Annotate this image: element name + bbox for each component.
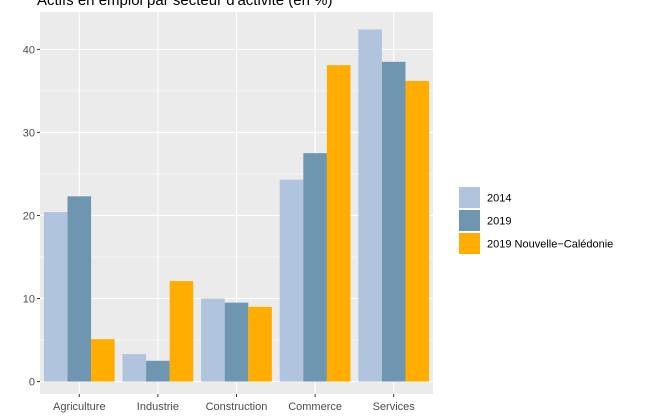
x-tick-label: Commerce	[288, 401, 342, 413]
legend: 2014 2019 2019 Nouvelle−Calédonie	[459, 187, 613, 254]
bar	[381, 61, 406, 382]
y-tick-label: 20	[23, 210, 35, 222]
legend-key	[459, 187, 480, 208]
y-axis: 0 10 20 30 40	[23, 44, 40, 389]
y-tick-label: 10	[23, 294, 35, 306]
x-tick-label: Industrie	[137, 401, 179, 413]
bar	[43, 212, 68, 382]
y-tick-label: 40	[23, 44, 35, 56]
legend-label: 2014	[487, 193, 511, 205]
y-tick-label: 0	[29, 377, 35, 389]
x-tick-label: Construction	[206, 401, 268, 413]
x-tick-label: Agriculture	[53, 401, 106, 413]
bar	[224, 302, 249, 382]
bar	[248, 306, 272, 382]
bar	[303, 153, 327, 382]
legend-key	[459, 233, 480, 254]
bar	[279, 179, 304, 382]
bar	[326, 65, 351, 382]
chart-title: Actifs en emploi par secteur d'activité …	[37, 0, 333, 9]
bar	[201, 298, 225, 382]
bars	[43, 29, 430, 382]
bar	[358, 29, 382, 382]
x-axis: Agriculture Industrie Construction Commerce…	[53, 394, 415, 413]
y-tick-label: 30	[23, 127, 35, 139]
bar	[91, 339, 115, 382]
bar	[67, 196, 92, 382]
bar	[146, 360, 170, 382]
bar	[122, 354, 147, 382]
legend-key	[459, 210, 480, 231]
bar	[405, 80, 430, 382]
bar	[169, 281, 194, 382]
legend-label: 2019 Nouvelle−Calédonie	[487, 239, 613, 251]
x-tick-label: Services	[373, 401, 416, 413]
legend-label: 2019	[487, 216, 511, 228]
